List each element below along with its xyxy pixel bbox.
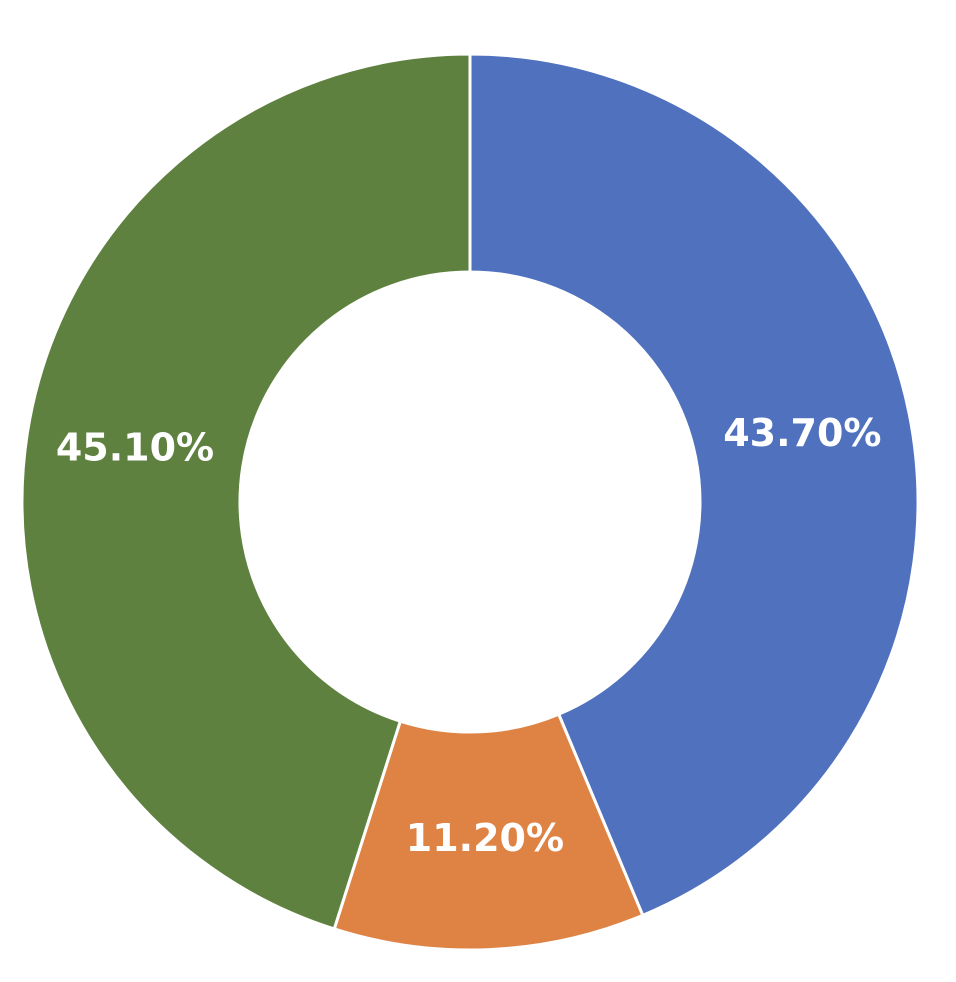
donut-slice xyxy=(468,52,920,918)
data-label: 45.10% xyxy=(56,426,214,470)
data-label: 11.20% xyxy=(406,816,564,860)
donut-slice xyxy=(332,712,645,952)
donut-slice xyxy=(20,52,472,931)
data-label: 43.70% xyxy=(723,411,881,455)
